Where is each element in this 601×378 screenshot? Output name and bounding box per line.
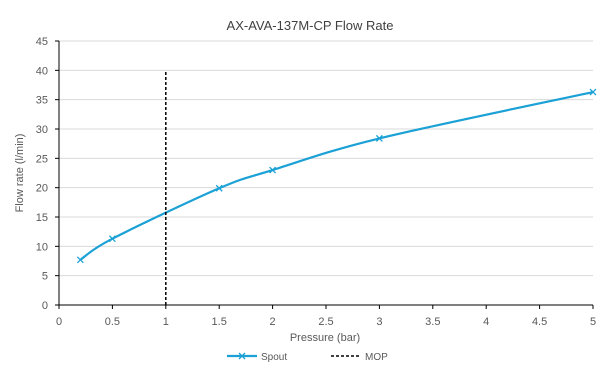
y-tick-label: 40 xyxy=(36,65,48,77)
legend-item: MOP xyxy=(331,352,388,363)
y-tick-label: 15 xyxy=(36,212,48,224)
x-tick-label: 1.5 xyxy=(212,316,227,328)
y-tick-label: 25 xyxy=(36,153,48,165)
legend-label: Spout xyxy=(261,352,287,363)
x-tick-label: 5 xyxy=(590,316,596,328)
x-tick-label: 3 xyxy=(376,316,382,328)
data-point xyxy=(76,256,84,264)
data-point xyxy=(215,184,223,192)
y-tick-label: 20 xyxy=(36,183,48,195)
series-line-spout xyxy=(79,90,594,261)
series-group xyxy=(76,70,597,305)
y-tick-label: 45 xyxy=(36,36,48,48)
y-tick-label: 35 xyxy=(36,95,48,107)
x-tick-label: 0.5 xyxy=(105,316,120,328)
data-point xyxy=(589,88,597,96)
chart-title: AX-AVA-137M-CP Flow Rate xyxy=(227,18,394,33)
y-tick-labels: 0 5 10 15 20 25 30 35 40 45 xyxy=(36,36,48,312)
grid-lines xyxy=(59,40,593,277)
legend-item: Spout xyxy=(227,352,287,363)
data-point xyxy=(269,166,277,174)
x-tick-label: 4.5 xyxy=(532,316,547,328)
x-tick-label: 0 xyxy=(56,316,62,328)
y-tick-label: 5 xyxy=(42,271,48,283)
x-tick-label: 4 xyxy=(483,316,489,328)
x-tick-label: 3.5 xyxy=(425,316,440,328)
y-tick-label: 30 xyxy=(36,124,48,136)
y-axis-label: Flow rate (l/min) xyxy=(14,134,26,213)
axes xyxy=(55,40,594,309)
x-tick-label: 2.5 xyxy=(318,316,333,328)
y-tick-label: 0 xyxy=(42,300,48,312)
x-tick-labels: 0 0.5 1 1.5 2 2.5 3 3.5 4 4.5 5 xyxy=(56,316,596,328)
x-axis-label: Pressure (bar) xyxy=(290,332,360,344)
legend: Spout MOP xyxy=(227,352,388,363)
legend-label: MOP xyxy=(365,352,388,363)
x-tick-label: 2 xyxy=(270,316,276,328)
data-point xyxy=(375,134,383,142)
x-tick-label: 1 xyxy=(163,316,169,328)
data-point xyxy=(108,235,116,243)
y-tick-label: 10 xyxy=(36,241,48,253)
